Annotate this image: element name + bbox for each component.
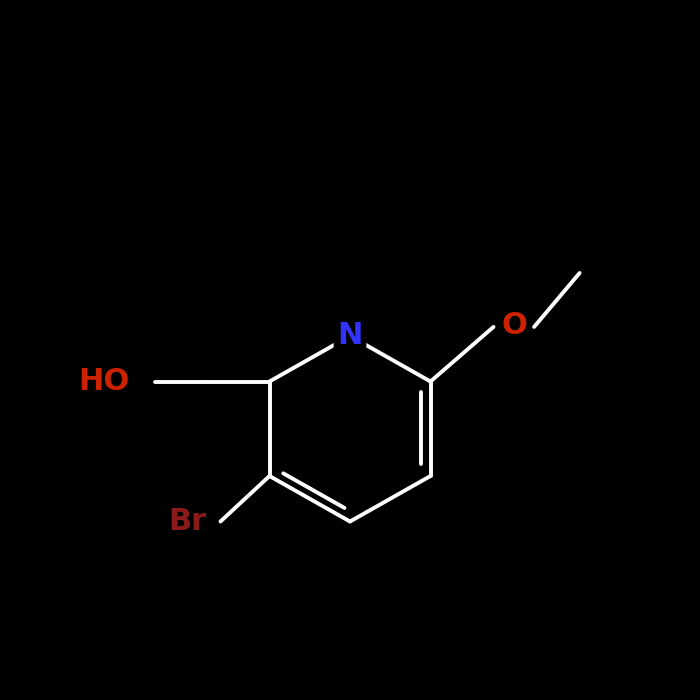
Text: HO: HO: [78, 367, 130, 396]
Text: O: O: [502, 311, 527, 340]
Text: Br: Br: [169, 507, 206, 536]
Text: N: N: [337, 321, 363, 351]
